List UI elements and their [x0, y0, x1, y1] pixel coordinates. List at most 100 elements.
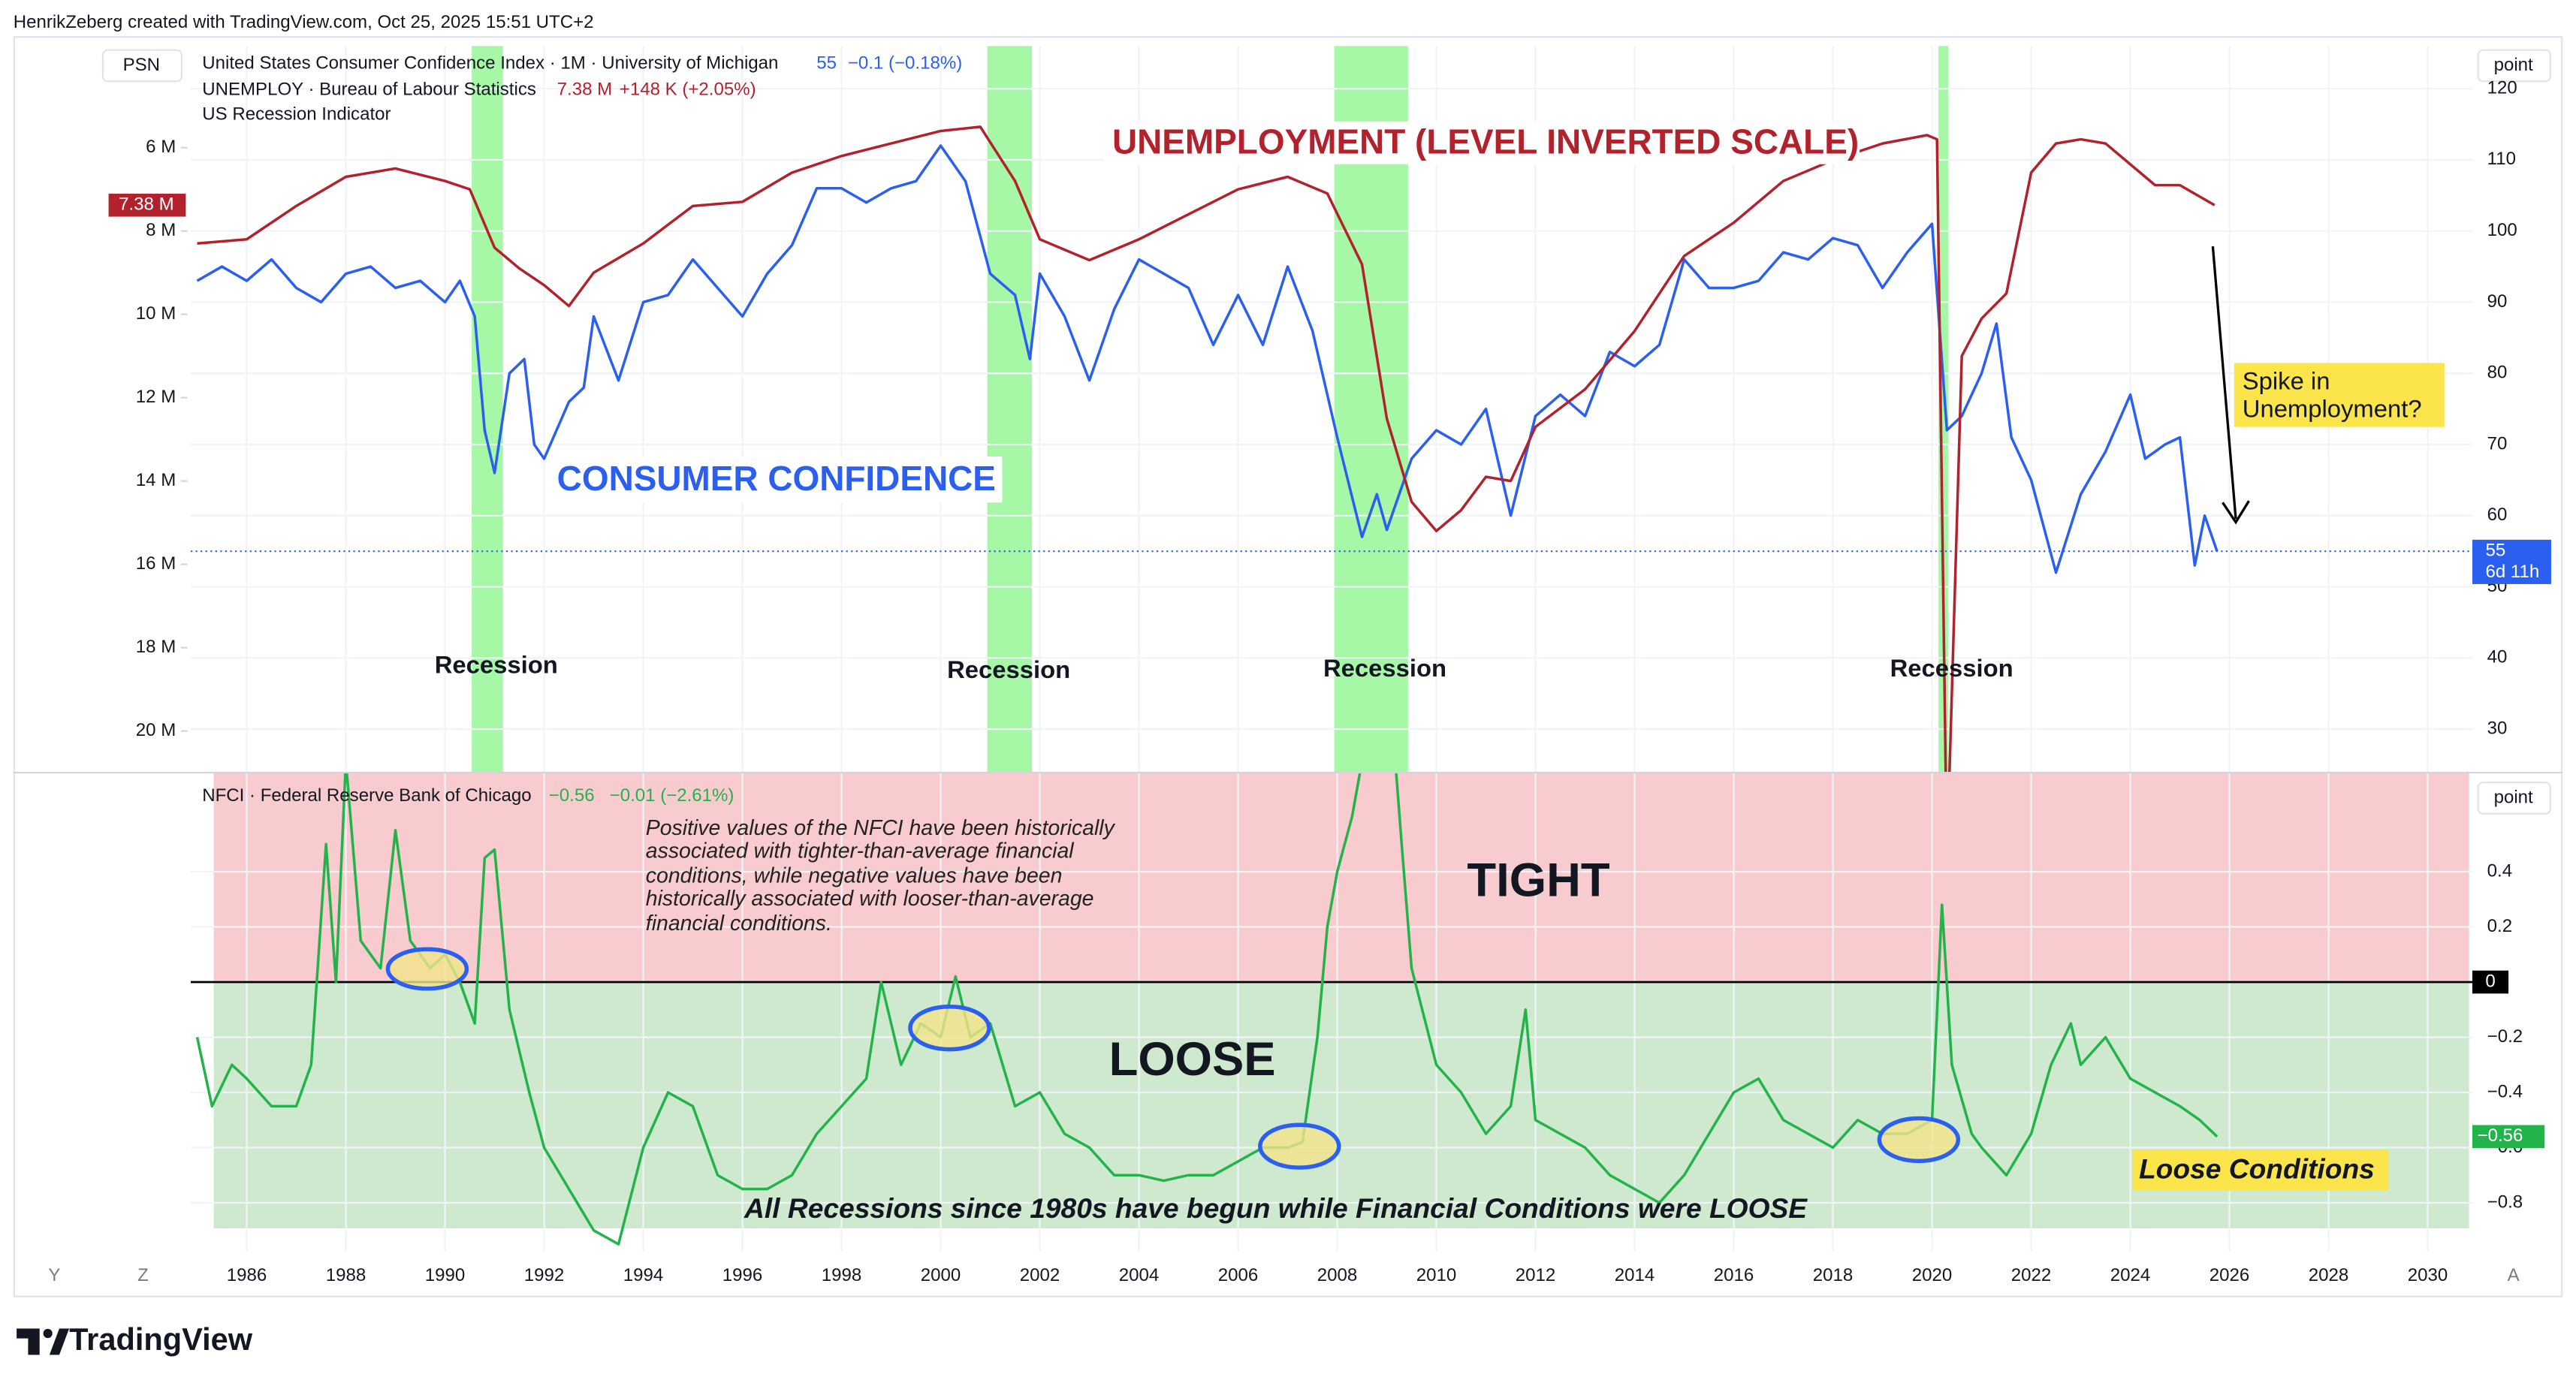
loose-zone [213, 981, 2469, 1229]
label-bg [548, 456, 1003, 503]
y-tick-label: 14 M [136, 470, 176, 490]
recession-label: Recession [1323, 654, 1446, 682]
recession-label: Recession [435, 651, 558, 679]
x-tick-label: 2014 [1615, 1265, 1655, 1285]
toolbar-button[interactable]: A [2508, 1265, 2520, 1285]
y-tick-label: 0.4 [2487, 860, 2512, 881]
recession-label: Recession [1890, 654, 2013, 682]
legend-entry: United States Consumer Confidence Index … [202, 53, 778, 74]
countdown-label: 6d 11h [2485, 562, 2539, 582]
last-value-label: 7.38 M [119, 194, 174, 215]
y-tick-label: −0.2 [2487, 1026, 2523, 1047]
y2-tick-label: 40 [2487, 647, 2508, 667]
x-tick-label: 2028 [2309, 1265, 2349, 1285]
loose-label: LOOSE [1109, 1033, 1276, 1086]
y-tick-label: 8 M [146, 220, 176, 240]
legend-entry: UNEMPLOY · Bureau of Labour Statistics [202, 80, 536, 100]
x-tick-label: 1992 [524, 1265, 565, 1285]
annotation-layer: UNEMPLOYMENT (LEVEL INVERTED SCALE) CONS… [13, 49, 2563, 1357]
last-value-tag [2472, 539, 2551, 584]
y-tick-label: 20 M [136, 720, 176, 740]
x-tick-label: 1994 [623, 1265, 664, 1285]
last-value-tag [2472, 1125, 2545, 1149]
spike-annotation: Unemployment? [2243, 394, 2422, 422]
note: associated with tighter-than-average fin… [646, 839, 1075, 863]
y-tick-label: 6 M [146, 137, 176, 157]
tight-label: TIGHT [1467, 854, 1609, 906]
legend-change: +148 K (+2.05%) [620, 80, 756, 100]
confidence-annotation: CONSUMER CONFIDENCE [557, 459, 996, 498]
recession-band [987, 46, 1032, 772]
y-tick-label: 0.2 [2487, 916, 2512, 936]
background-layer [213, 771, 2469, 1229]
y-tick-label: 18 M [136, 637, 176, 657]
header: HenrikZeberg created with TradingView.co… [14, 12, 594, 32]
spike-annotation: Spike in [2243, 366, 2330, 394]
legend-change: −0.1 (−0.18%) [848, 53, 962, 74]
x-tick-label: 2000 [921, 1265, 961, 1285]
y2-tick-label: 60 [2487, 505, 2508, 525]
x-tick-label: 1996 [722, 1265, 763, 1285]
note: Positive values of the NFCI have been hi… [646, 816, 1116, 840]
zero-tag-label: 0 [2485, 971, 2495, 991]
y2-tick-label: 90 [2487, 291, 2508, 312]
y2-tick-label: 100 [2487, 220, 2517, 240]
legend-change: −0.01 (−2.61%) [610, 785, 734, 806]
y-tick-label: −0.8 [2487, 1192, 2523, 1212]
symbol-button[interactable] [101, 49, 183, 83]
legend-value: 7.38 M [557, 80, 613, 100]
x-tick-label: 2020 [1912, 1265, 1953, 1285]
tight-zone [213, 771, 2469, 982]
note: conditions, while negative values have b… [646, 863, 1063, 887]
highlight [385, 947, 469, 991]
callout-bg [2234, 363, 2445, 427]
x-tick-label: 2030 [2408, 1265, 2448, 1285]
last-value-label: 55 [2485, 541, 2505, 561]
callout-bg [2132, 1149, 2389, 1191]
scale-button-label[interactable]: point [2494, 787, 2533, 807]
loose-conditions: Loose Conditions [2139, 1152, 2375, 1184]
symbol-button-label[interactable]: PSN [123, 55, 160, 75]
x-tick-label: 2012 [1516, 1265, 1556, 1285]
note: historically associated with looser-than… [646, 887, 1094, 911]
toolbar-button[interactable]: Z [137, 1265, 149, 1285]
y2-tick-label: 70 [2487, 433, 2508, 453]
x-tick-label: 2022 [2011, 1265, 2052, 1285]
note: financial conditions. [646, 911, 832, 936]
y-tick-label: −0.4 [2487, 1081, 2523, 1101]
scale-button-label[interactable]: point [2494, 55, 2533, 75]
highlight [1877, 1116, 1961, 1164]
x-tick-label: 2008 [1317, 1265, 1358, 1285]
x-tick-label: 2018 [1813, 1265, 1854, 1285]
branding: TradingView [69, 1321, 253, 1357]
y2-tick-label: 110 [2487, 149, 2516, 169]
recession-band [1938, 46, 1949, 772]
scale-button[interactable] [2477, 782, 2551, 815]
x-tick-label: 2010 [1416, 1265, 1457, 1285]
x-tick-label: 2024 [2110, 1265, 2151, 1285]
x-tick-label: 1988 [326, 1265, 366, 1285]
arrow-head [2222, 500, 2250, 525]
y2-tick-label: 120 [2487, 77, 2517, 98]
x-tick-label: 2026 [2210, 1265, 2250, 1285]
legend-entry: NFCI · Federal Reserve Bank of Chicago [202, 785, 531, 806]
x-tick-label: 1986 [227, 1265, 267, 1285]
arrow [2211, 246, 2237, 520]
y-tick-label: 10 M [136, 303, 176, 324]
legend-entry: US Recession Indicator [202, 104, 391, 124]
last-value-tag [108, 193, 186, 217]
x-tick-label: 2016 [1714, 1265, 1754, 1285]
scale-button[interactable] [2477, 49, 2551, 83]
grid-layer [190, 46, 2472, 1252]
x-tick-label: 1998 [822, 1265, 862, 1285]
toolbar-button[interactable]: Y [48, 1265, 60, 1285]
label-bg [1104, 121, 1860, 164]
y-tick-label: 12 M [136, 387, 176, 407]
x-tick-label: 2004 [1119, 1265, 1160, 1285]
highlight [908, 1005, 991, 1052]
y2-tick-label: 30 [2487, 718, 2508, 738]
y2-tick-label: 80 [2487, 363, 2508, 383]
recession-label: Recession [947, 655, 1070, 683]
